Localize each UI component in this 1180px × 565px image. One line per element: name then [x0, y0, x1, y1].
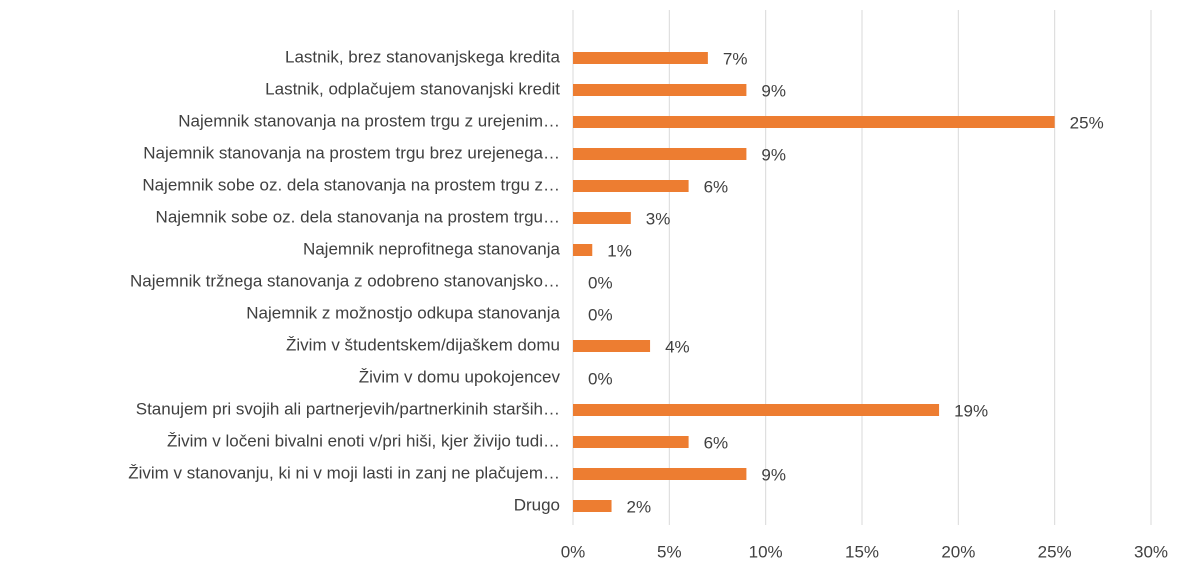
y-tick-label: Najemnik z možnostjo odkupa stanovanja: [246, 303, 560, 322]
value-label: 25%: [1070, 113, 1104, 132]
value-label: 19%: [954, 401, 988, 420]
value-label: 4%: [665, 337, 690, 356]
bar: [573, 404, 940, 416]
y-tick-label: Najemnik sobe oz. dela stanovanja na pro…: [142, 175, 560, 194]
y-tick-label: Živim v študentskem/dijaškem domu: [286, 335, 560, 354]
value-label: 6%: [704, 433, 729, 452]
value-label: 9%: [761, 145, 786, 164]
bar: [573, 84, 747, 96]
value-label: 9%: [761, 465, 786, 484]
value-label: 6%: [704, 177, 729, 196]
value-label: 9%: [761, 81, 786, 100]
x-tick-label: 0%: [561, 542, 586, 561]
value-label: 2%: [627, 497, 652, 516]
bar: [573, 340, 651, 352]
value-label: 1%: [607, 241, 632, 260]
bar: [573, 244, 593, 256]
y-tick-label: Živim v stanovanju, ki ni v moji lasti i…: [128, 463, 560, 482]
y-tick-label: Najemnik neprofitnega stanovanja: [303, 239, 561, 258]
bar: [573, 212, 631, 224]
x-tick-label: 30%: [1134, 542, 1168, 561]
y-tick-label: Lastnik, brez stanovanjskega kredita: [285, 47, 561, 66]
y-tick-label: Živim v domu upokojencev: [359, 367, 561, 386]
x-tick-label: 15%: [845, 542, 879, 561]
y-tick-label: Najemnik tržnega stanovanja z odobreno s…: [130, 271, 560, 290]
y-tick-label: Najemnik stanovanja na prostem trgu brez…: [143, 143, 560, 162]
bar: [573, 468, 747, 480]
x-tick-label: 10%: [749, 542, 783, 561]
value-label: 0%: [588, 369, 613, 388]
y-tick-label: Lastnik, odplačujem stanovanjski kredit: [265, 79, 560, 98]
y-tick-label: Drugo: [514, 495, 560, 514]
y-tick-label: Stanujem pri svojih ali partnerjevih/par…: [136, 399, 560, 418]
x-tick-label: 25%: [1038, 542, 1072, 561]
y-tick-label: Najemnik stanovanja na prostem trgu z ur…: [178, 111, 560, 130]
x-tick-label: 20%: [941, 542, 975, 561]
bar: [573, 148, 747, 160]
value-label: 7%: [723, 49, 748, 68]
x-tick-label: 5%: [657, 542, 682, 561]
bar: [573, 436, 689, 448]
y-tick-label: Najemnik sobe oz. dela stanovanja na pro…: [156, 207, 560, 226]
value-label: 0%: [588, 305, 613, 324]
bar: [573, 116, 1055, 128]
bar: [573, 52, 708, 64]
bar: [573, 500, 612, 512]
bar: [573, 180, 689, 192]
value-label: 0%: [588, 273, 613, 292]
value-label: 3%: [646, 209, 671, 228]
y-tick-label: Živim v ločeni bivalni enoti v/pri hiši,…: [167, 431, 560, 450]
